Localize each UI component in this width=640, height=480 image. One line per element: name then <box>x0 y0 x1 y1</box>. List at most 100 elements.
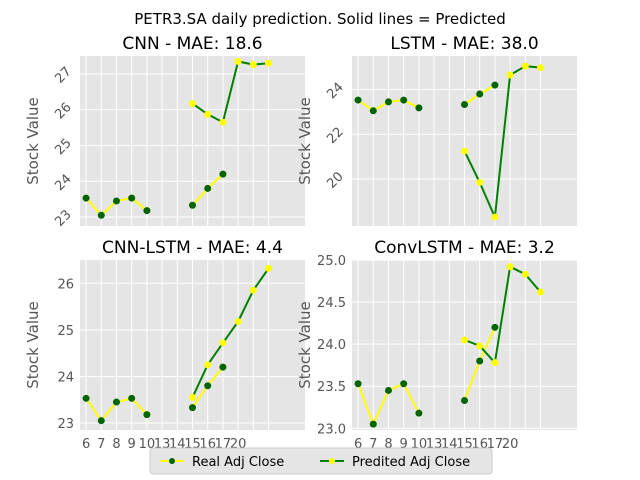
y-axis-label: Stock Value <box>24 301 42 388</box>
figure-title: PETR3.SA daily prediction. Solid lines =… <box>134 10 505 28</box>
legend-label: Predited Adj Close <box>352 455 470 470</box>
y-axis-label: Stock Value <box>24 97 42 184</box>
data-point <box>491 213 499 221</box>
data-point <box>461 147 468 155</box>
data-point <box>476 178 484 186</box>
data-point <box>234 317 242 325</box>
data-point <box>97 211 105 219</box>
y-tick-label: 23 <box>57 417 74 432</box>
legend-item-real: Real Adj Close <box>160 455 284 470</box>
x-tick-label: 7 <box>97 437 105 452</box>
y-tick-label: 26 <box>57 277 74 292</box>
data-point <box>476 90 484 98</box>
data-point <box>354 96 362 104</box>
legend-item-predicted: Predited Adj Close <box>320 455 470 470</box>
data-point <box>461 397 468 405</box>
data-point <box>521 270 529 278</box>
data-point <box>204 110 212 118</box>
data-point <box>112 197 120 205</box>
y-tick-label: 27 <box>52 64 74 86</box>
y-tick-label: 26 <box>52 100 74 122</box>
data-point <box>415 409 423 417</box>
subplot-title: CNN - MAE: 18.6 <box>122 34 262 54</box>
legend-swatch-marker <box>329 458 335 464</box>
series-predicted <box>461 263 545 367</box>
data-point <box>143 207 151 215</box>
subplot-3: CNN-LSTM - MAE: 4.4 Stock Value 23 24 25 26 6 7… <box>24 238 305 452</box>
data-point <box>82 194 90 202</box>
data-point <box>234 57 242 65</box>
series-predicted <box>189 264 273 401</box>
series-real <box>354 81 499 115</box>
data-point <box>204 361 212 369</box>
x-tick-label: 9 <box>128 437 136 452</box>
data-point <box>521 62 529 70</box>
data-point <box>128 194 136 202</box>
data-point <box>112 398 120 406</box>
data-point <box>204 382 212 390</box>
subplots: CNN - MAE: 18.6 Stock Value 23 24 25 26 27 LSTM… <box>24 34 577 452</box>
series-line <box>191 267 270 398</box>
data-point <box>491 81 499 89</box>
y-tick-label: 23 <box>52 207 74 229</box>
x-tick-label: 8 <box>112 437 120 452</box>
y-tick-label: 24 <box>52 172 74 194</box>
data-point <box>384 98 392 106</box>
data-point <box>189 100 196 108</box>
x-tick-label: 6 <box>354 437 362 452</box>
data-point <box>189 201 196 209</box>
y-tick-label: 23.5 <box>317 380 346 395</box>
data-point <box>369 107 377 115</box>
data-point <box>415 104 423 112</box>
data-point <box>265 59 273 67</box>
data-point <box>128 394 136 402</box>
data-point <box>249 61 257 69</box>
data-point <box>219 170 227 178</box>
y-tick-label: 24 <box>324 80 346 102</box>
series-real <box>82 363 227 425</box>
data-point <box>189 393 196 401</box>
data-point <box>461 101 468 109</box>
data-point <box>82 394 90 402</box>
x-tick-label: 8 <box>384 437 392 452</box>
data-point <box>219 339 227 347</box>
x-tick-label: 9 <box>400 437 408 452</box>
y-axis-label: Stock Value <box>296 97 314 184</box>
data-point <box>476 342 484 350</box>
legend-label: Real Adj Close <box>192 455 284 470</box>
data-point <box>369 420 377 428</box>
y-tick-label: 24.5 <box>317 296 346 311</box>
y-tick-label: 24.0 <box>317 338 346 353</box>
data-point <box>97 417 105 425</box>
legend-swatch-marker <box>169 458 175 464</box>
series-predicted <box>461 62 545 221</box>
data-point <box>537 288 545 296</box>
data-point <box>400 96 408 104</box>
y-tick-label: 24 <box>57 370 74 385</box>
y-tick-label: 25 <box>52 136 74 158</box>
subplot-title: ConvLSTM - MAE: 3.2 <box>374 238 555 258</box>
data-point <box>219 118 227 126</box>
x-tick-label: 6 <box>82 437 90 452</box>
data-point <box>506 71 514 79</box>
data-point <box>384 386 392 394</box>
series-real <box>82 170 227 219</box>
series-real <box>354 323 499 428</box>
y-tick-label: 25 <box>57 324 74 339</box>
data-point <box>476 357 484 365</box>
data-point <box>506 263 514 271</box>
y-tick-label: 25.0 <box>317 254 346 269</box>
data-point <box>219 363 227 371</box>
data-point <box>204 184 212 192</box>
data-point <box>354 380 362 388</box>
data-point <box>249 286 257 294</box>
series-predicted <box>189 57 273 126</box>
y-tick-label: 23.0 <box>317 422 346 437</box>
subplot-2: LSTM - MAE: 38.0 Stock Value 20 22 24 <box>296 34 577 226</box>
data-point <box>537 64 545 72</box>
subplot-title: LSTM - MAE: 38.0 <box>390 34 538 54</box>
data-point <box>189 404 196 412</box>
data-point <box>491 359 499 367</box>
x-tick-label: 7 <box>369 437 377 452</box>
